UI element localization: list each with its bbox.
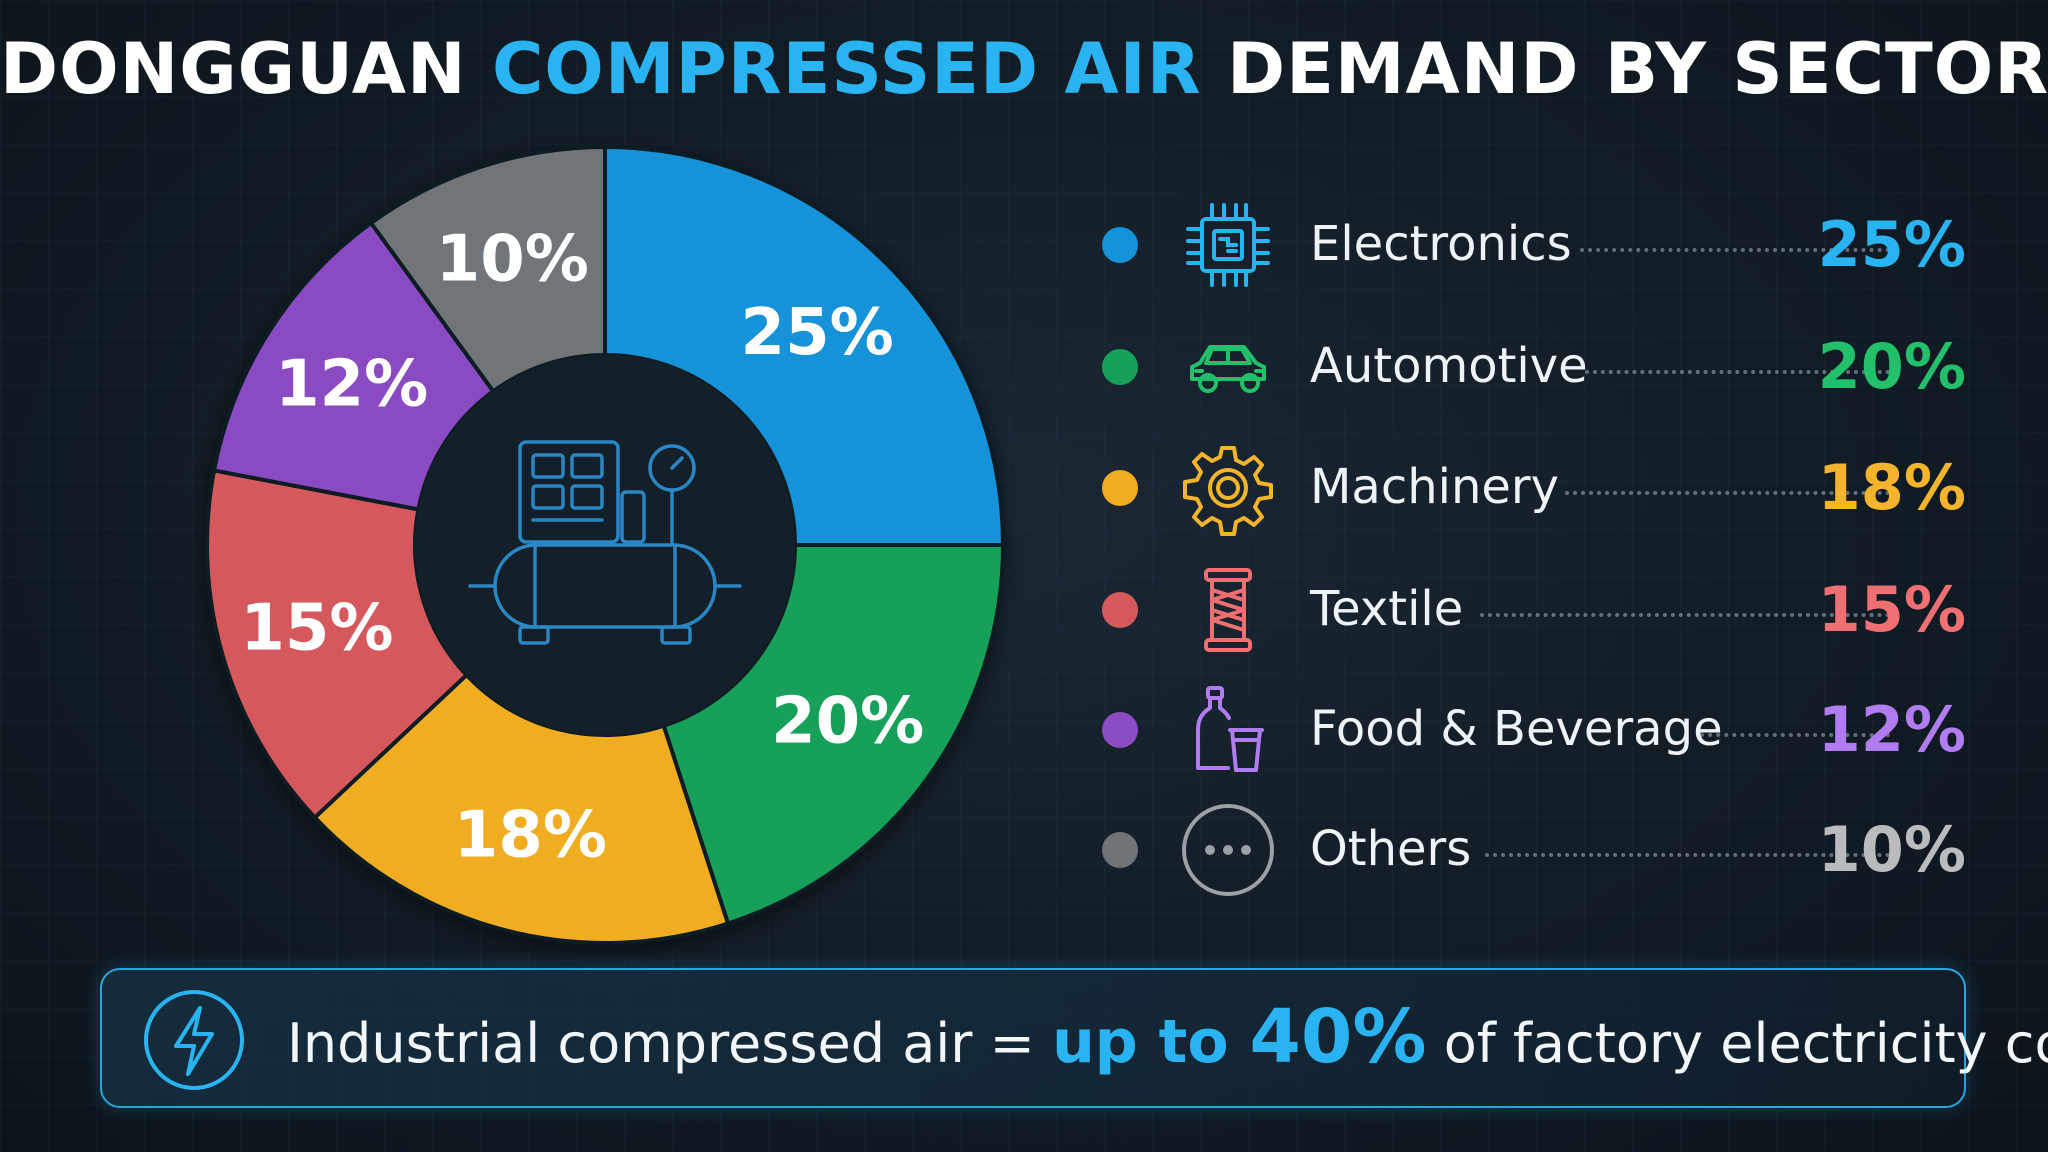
slice-label: 12% [275, 347, 428, 421]
legend-item-machinery: Machinery 18% [1080, 433, 1980, 536]
slice-label: 10% [436, 223, 589, 297]
thread-spool-icon [1204, 568, 1252, 652]
lightning-icon [144, 990, 244, 1090]
legend-label: Automotive [1310, 338, 1588, 394]
slice-label: 18% [454, 799, 607, 873]
legend-label: Electronics [1310, 216, 1572, 272]
leader-dots [1580, 248, 1890, 252]
legend-label: Textile [1310, 581, 1464, 637]
leader-dots [1480, 613, 1890, 617]
callout-text-1: Industrial compressed air = [287, 1012, 1053, 1075]
bottle-cup-icon [1196, 686, 1264, 772]
legend-dot [1102, 470, 1138, 506]
legend-item-others: Others 10% [1080, 795, 1980, 896]
slice-label: 20% [771, 684, 924, 758]
callout-banner: Industrial compressed air = up to 40% of… [100, 968, 2048, 1108]
air-compressor-icon [468, 440, 742, 645]
car-icon [1190, 345, 1266, 393]
leader-dots [1700, 733, 1890, 737]
leader-dots [1565, 491, 1890, 495]
legend-dot [1102, 832, 1138, 868]
callout-text: Industrial compressed air = up to 40% of… [287, 992, 2048, 1089]
legend-value: 25% [1817, 208, 1966, 281]
slice-labels-layer: 25% 20% 18% 15% 12%10% [240, 223, 924, 873]
legend-item-automotive: Automotive 20% [1080, 312, 1980, 412]
legend-item-electronics: Electronics 25% [1080, 190, 1980, 290]
page-title: DONGGUAN COMPRESSED AIR DEMAND BY SECTOR [0, 28, 2048, 110]
leader-dots [1585, 370, 1890, 374]
legend-value: 18% [1817, 451, 1966, 524]
slice-label: 15% [240, 592, 393, 666]
legend-label: Food & Beverage [1310, 701, 1723, 757]
legend-value: 15% [1817, 573, 1966, 646]
legend-value: 20% [1817, 330, 1966, 403]
title-part-3: DEMAND BY SECTOR [1201, 28, 2048, 110]
legend-item-food-beverage: Food & Beverage 12% [1080, 675, 1980, 775]
slices-layer [205, 144, 1006, 945]
gear-icon [1183, 446, 1273, 536]
legend-item-textile: Textile 15% [1080, 555, 1980, 655]
legend-dot [1102, 227, 1138, 263]
legend-label: Machinery [1310, 459, 1560, 515]
microchip-icon [1186, 203, 1270, 287]
callout-text-2: up to [1052, 1007, 1250, 1077]
title-part-2: COMPRESSED AIR [491, 28, 1202, 110]
legend-value: 12% [1817, 693, 1966, 766]
callout-text-4: of factory electricity cost. [1443, 1012, 2048, 1075]
slice-label: 25% [741, 296, 894, 370]
legend-dot [1102, 349, 1138, 385]
legend-dot [1102, 592, 1138, 628]
legend-dot [1102, 712, 1138, 748]
leader-dots [1485, 853, 1890, 857]
legend-label: Others [1310, 821, 1472, 877]
legend-value: 10% [1817, 813, 1966, 886]
ellipsis-icon [1182, 804, 1274, 896]
callout-highlight-percent: 40% [1249, 994, 1427, 1080]
title-part-1: DONGGUAN [0, 28, 492, 110]
